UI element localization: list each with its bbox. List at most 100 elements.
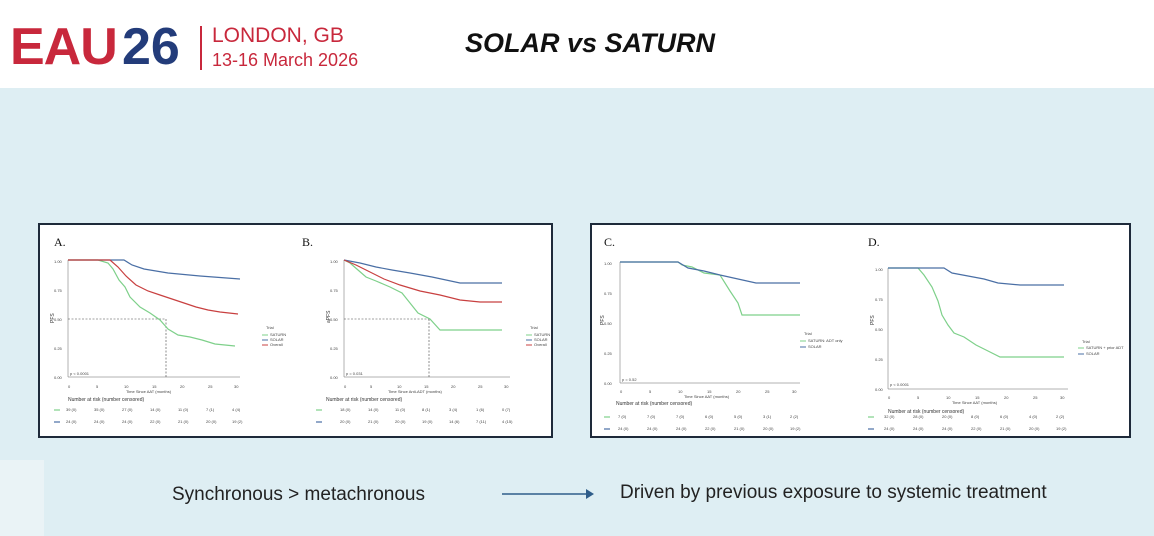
plot-a-ylabel: PFS (50, 313, 56, 323)
plot-a-risk-table: 39 (0) 35 (0) 27 (0) 14 (0) 11 (0) 7 (1)… (66, 407, 243, 424)
plot-a-risk-r1-c2: 24 (0) (122, 419, 133, 424)
plot-d-risk-r1-c1: 24 (0) (913, 426, 924, 431)
plot-d-xtick-6: 30 (1060, 395, 1065, 400)
plot-c-ytick-3: 0.25 (604, 351, 613, 356)
plot-d-legend-1: SOLAR (1086, 351, 1100, 356)
plot-b-xtick-2: 10 (397, 384, 402, 389)
plot-a-ytick-1: 0.75 (54, 288, 63, 293)
plot-c-legend-1: SOLAR (808, 344, 822, 349)
plot-a-xlabel: Time Since AAT (months) (126, 389, 172, 394)
plot-d-ytick-4: 0.00 (875, 387, 884, 392)
plot-b-legend-1: SOLAR (534, 337, 548, 342)
plot-d-risk-r0-c4: 6 (0) (1000, 414, 1009, 419)
plot-b-ylabel: aPFS (326, 310, 332, 323)
plot-a-ytick-2: 0.50 (54, 317, 63, 322)
plot-a-xtick-1: 5 (96, 384, 99, 389)
plot-b-risk-r0-c0: 18 (0) (340, 407, 351, 412)
plot-d-legend-title: Trial (1082, 339, 1090, 344)
plot-b-risk-r0-c4: 3 (4) (449, 407, 458, 412)
eau26-logo: EAU 26 LONDON, GB 13-16 March 2026 (10, 18, 358, 76)
right-km-panel: C. PFS 1.00 0.75 0.50 0.25 0.00 0 5 10 1… (590, 223, 1131, 438)
plot-a-risk-r1-c6: 19 (2) (232, 419, 243, 424)
plot-a-risk-r1-c3: 22 (0) (150, 419, 161, 424)
plot-c-risk-r0-c2: 7 (0) (676, 414, 685, 419)
plot-c-ylabel: PFS (600, 315, 606, 325)
plot-b-legend-2: Overall (534, 342, 547, 347)
plot-a-legend-2: Overall (270, 342, 283, 347)
plot-d-risk-table: 32 (0) 28 (0) 20 (0) 8 (0) 6 (0) 4 (0) 2… (884, 414, 1067, 431)
plot-c-risk-r1-c4: 21 (0) (734, 426, 745, 431)
plot-c-risk-r0-c0: 7 (0) (618, 414, 627, 419)
plot-c-curve-saturn-adt-only (620, 261, 800, 316)
plot-c-risk-r1-c2: 24 (0) (676, 426, 687, 431)
plot-b-ytick-1: 0.75 (330, 288, 339, 293)
plot-b-label: B. (302, 235, 313, 249)
plot-d-xtick-4: 20 (1004, 395, 1009, 400)
plot-a-risk-r0-c4: 11 (0) (178, 407, 189, 412)
plot-c-risk-table: 7 (0) 7 (0) 7 (0) 6 (0) 5 (0) 3 (1) 2 (2… (618, 414, 801, 431)
plot-b-xtick-6: 30 (504, 384, 509, 389)
plot-d-risk-r1-c4: 21 (0) (1000, 426, 1011, 431)
plot-a-xtick-6: 30 (234, 384, 239, 389)
plot-d-ytick-1: 0.75 (875, 297, 884, 302)
plot-b-ytick-3: 0.25 (330, 346, 339, 351)
plot-c-xtick-3: 15 (707, 389, 712, 394)
plot-b-legend-title: Trial (530, 325, 538, 330)
plot-b-curve-solar (343, 259, 502, 284)
plot-b-xlabel: Time Since Anti-ADT (months) (388, 389, 442, 394)
slide-title: SOLAR vs SATURN (464, 28, 716, 58)
plot-c-risk-title: Number at risk (number censored) (616, 401, 692, 407)
plot-c-legend-title: Trial (804, 331, 812, 336)
plot-b-curve-saturn (343, 259, 502, 331)
plot-a-xtick-3: 15 (152, 384, 157, 389)
plot-a-pvalue: p < 0.0001 (70, 371, 90, 376)
plot-b-ytick-4: 0.00 (330, 375, 339, 380)
plot-a-risk-title: Number at risk (number censored) (68, 397, 144, 403)
logo-divider (200, 26, 202, 70)
plot-c-risk-r1-c1: 24 (0) (647, 426, 658, 431)
plot-d-xtick-1: 5 (917, 395, 920, 400)
plot-d-curve-solar (888, 267, 1064, 286)
plot-d-ylabel: PFS (870, 315, 876, 325)
logo-eau-text: EAU (10, 18, 118, 76)
logo-year-text: 26 (122, 18, 180, 76)
plot-c-risk-r1-c0: 24 (0) (618, 426, 629, 431)
plot-b-risk-r0-c6: 0 (7) (502, 407, 511, 412)
plot-d-risk-r1-c3: 22 (0) (971, 426, 982, 431)
plot-b-legend-0: SATURN (534, 332, 550, 337)
plot-b-risk-r1-c5: 7 (11) (476, 419, 487, 424)
plot-d-risk-r1-c6: 19 (2) (1056, 426, 1067, 431)
plot-b-xtick-0: 0 (344, 384, 347, 389)
plot-b-pvalue: p = 0.031 (346, 371, 364, 376)
plot-c-xtick-0: 0 (620, 389, 623, 394)
left-km-panel: A. PFS 1.00 0.75 0.50 0.25 0.00 0 5 10 1… (38, 223, 553, 438)
plot-a-risk-r0-c0: 39 (0) (66, 407, 77, 412)
plot-d-risk-r0-c5: 4 (0) (1029, 414, 1038, 419)
plot-d-risk-r0-c0: 32 (0) (884, 414, 895, 419)
plot-b-xtick-3: 15 (424, 384, 429, 389)
plot-b-xtick-1: 5 (370, 384, 373, 389)
plot-c-pvalue: p = 0.52 (622, 377, 637, 382)
plot-d-risk-r0-c6: 2 (2) (1056, 414, 1065, 419)
slide-header: EAU 26 LONDON, GB 13-16 March 2026 SOLAR… (0, 0, 1154, 88)
plot-d-xtick-5: 25 (1033, 395, 1038, 400)
plot-b-risk-r0-c1: 14 (0) (368, 407, 379, 412)
plot-d-legend-0: SATURN + prior ADT (1086, 345, 1124, 350)
plot-d-ytick-2: 0.50 (875, 327, 884, 332)
plot-a-ytick-4: 0.00 (54, 375, 63, 380)
plot-a-risk-r0-c6: 4 (4) (232, 407, 241, 412)
plot-c-xlabel: Time Since AAT (months) (684, 394, 730, 399)
plot-c-ytick-0: 1.00 (604, 261, 613, 266)
corner-shade (0, 460, 44, 536)
plot-a-label: A. (54, 235, 66, 249)
exposure-caption: Driven by previous exposure to systemic … (620, 482, 1047, 503)
plot-c-curve-solar (620, 261, 800, 284)
plot-d-xlabel: Time Since AAT (months) (952, 400, 998, 405)
plot-a-legend-0: SATURN (270, 332, 286, 337)
plot-c-legend-0: SATURN: ADT only (808, 338, 843, 343)
plot-c-risk-r1-c3: 22 (0) (705, 426, 716, 431)
plot-a-curve-overall (68, 259, 239, 315)
plot-a-risk-r0-c5: 7 (1) (206, 407, 215, 412)
plot-c-risk-r0-c4: 5 (0) (734, 414, 743, 419)
plot-a-ytick-3: 0.25 (54, 346, 63, 351)
